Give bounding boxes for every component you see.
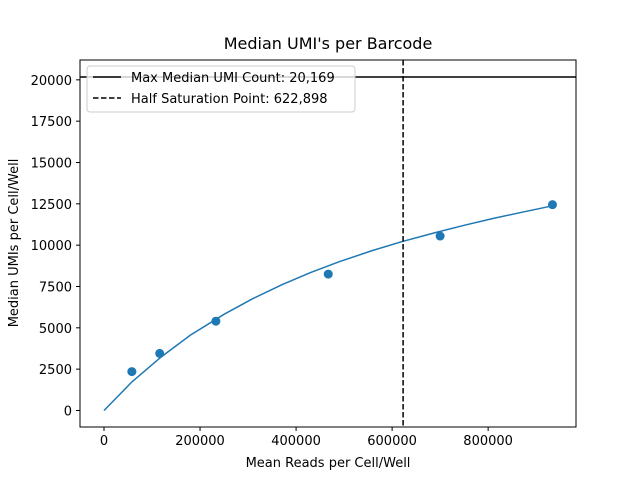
y-axis: 0 2500 5000 7500 10000 12500 15000 17500 20000	[31, 74, 80, 419]
x-axis-label: Mean Reads per Cell/Well	[246, 456, 411, 471]
y-tick-label: 2500	[39, 363, 72, 378]
y-axis-label: Median UMIs per Cell/Well	[7, 159, 22, 328]
chart-title: Median UMI's per Barcode	[224, 34, 433, 53]
x-tick-label: 800000	[463, 434, 513, 449]
y-tick-label: 5000	[39, 322, 72, 337]
fit-curve	[103, 205, 553, 412]
data-point	[547, 200, 557, 210]
data-point	[435, 231, 445, 241]
y-tick-label: 17500	[31, 115, 72, 130]
x-axis: 0 200000 400000 600000 800000	[100, 427, 513, 449]
y-tick-label: 0	[64, 404, 72, 419]
x-tick-label: 0	[100, 434, 108, 449]
y-tick-label: 10000	[31, 239, 72, 254]
x-tick-label: 600000	[367, 434, 417, 449]
legend-label: Max Median UMI Count: 20,169	[131, 71, 335, 86]
data-point	[211, 316, 221, 326]
y-tick-label: 20000	[31, 74, 72, 89]
legend-label: Half Saturation Point: 622,898	[131, 92, 328, 107]
data-point	[127, 367, 137, 377]
legend-box	[86, 65, 356, 113]
y-tick-label: 15000	[31, 156, 72, 171]
legend: Max Median UMI Count: 20,169 Half Saturat…	[86, 65, 356, 113]
data-point	[323, 269, 333, 279]
y-tick-label: 7500	[39, 280, 72, 295]
plot-frame	[79, 59, 577, 428]
data-point	[155, 348, 165, 358]
x-tick-label: 400000	[271, 434, 321, 449]
x-tick-label: 200000	[175, 434, 225, 449]
y-tick-label: 12500	[31, 198, 72, 213]
